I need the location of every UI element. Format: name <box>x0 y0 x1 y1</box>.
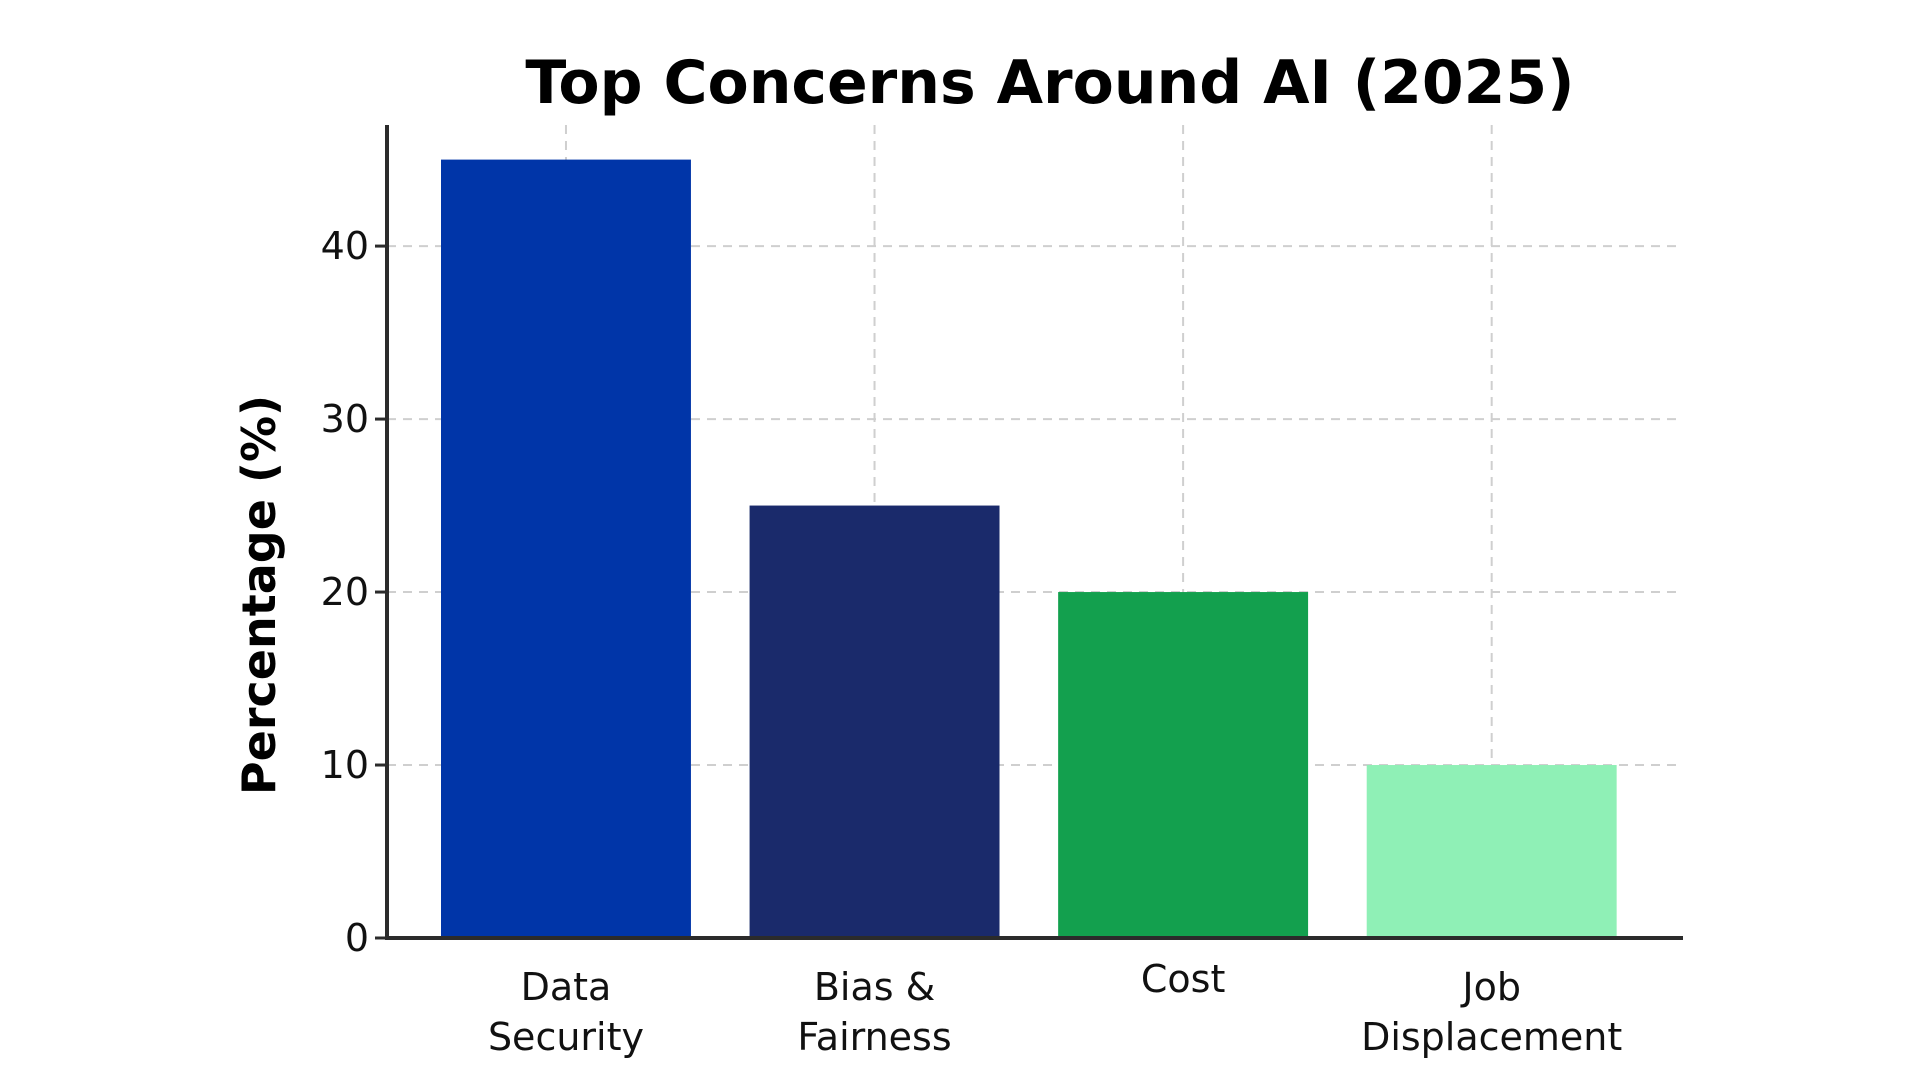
x-category-label: Data Security <box>488 965 644 1059</box>
y-ticks: 0 10 20 30 40 <box>321 224 387 960</box>
bar-2 <box>1058 592 1309 938</box>
x-categories: Data Security Bias & Fairness Cost Job Displac… <box>488 957 1622 1059</box>
chart-title: Top Concerns Around AI (2025) <box>525 48 1574 118</box>
y-tick-label: 30 <box>321 397 369 441</box>
bars <box>441 159 1617 938</box>
axes <box>385 125 1683 940</box>
y-axis-label: Percentage (%) <box>232 395 286 795</box>
y-tick-label: 20 <box>321 570 369 614</box>
y-tick-label: 10 <box>321 743 369 787</box>
bar-1 <box>749 505 1000 938</box>
x-category-label: Cost <box>1141 957 1225 1001</box>
x-category-label: Bias & Fairness <box>797 965 951 1059</box>
x-category-label: Job Displacement <box>1361 965 1622 1059</box>
y-tick-label: 0 <box>345 916 369 960</box>
bar-0 <box>441 159 691 938</box>
bar-3 <box>1366 765 1617 938</box>
y-tick-label: 40 <box>321 224 369 268</box>
